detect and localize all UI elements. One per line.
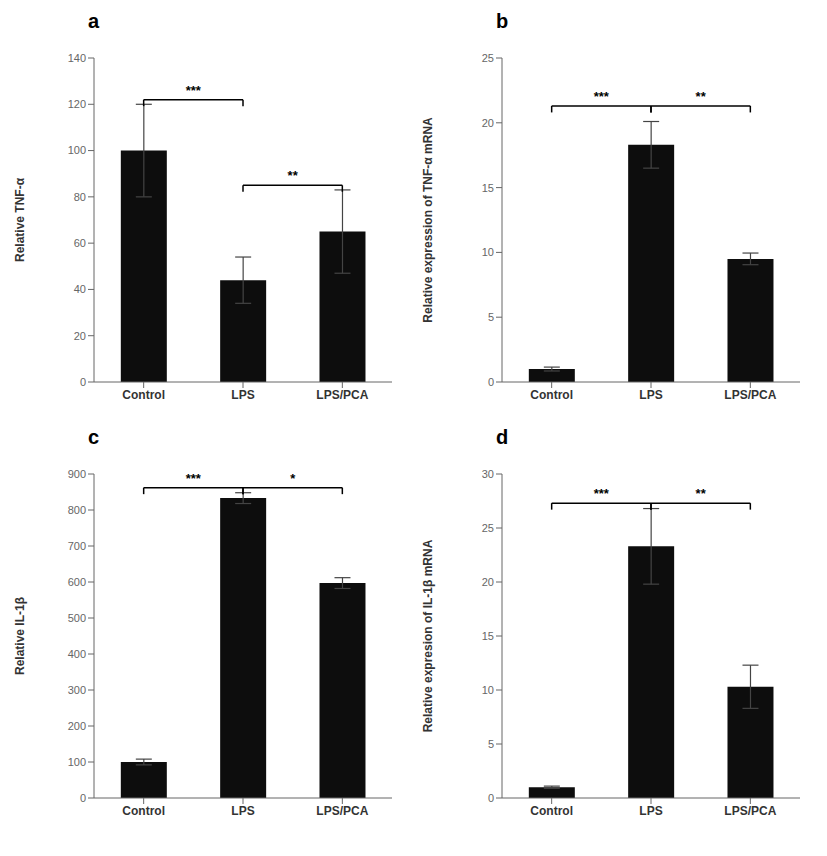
html-text:c: c — [88, 426, 100, 448]
svg-text:500: 500 — [68, 612, 86, 624]
svg-text:30: 30 — [482, 468, 494, 480]
svg-text:140: 140 — [68, 52, 86, 64]
svg-text:100: 100 — [68, 144, 86, 156]
svg-text:100: 100 — [68, 756, 86, 768]
svg-text:10: 10 — [482, 246, 494, 258]
svg-text:LPS: LPS — [639, 804, 662, 818]
svg-text:25: 25 — [482, 52, 494, 64]
svg-text:LPS: LPS — [639, 388, 662, 402]
svg-text:*: * — [290, 471, 296, 486]
svg-text:40: 40 — [74, 283, 86, 295]
svg-text:10: 10 — [482, 684, 494, 696]
svg-text:LPS/PCA: LPS/PCA — [316, 388, 368, 402]
svg-text:20: 20 — [74, 330, 86, 342]
svg-text:0: 0 — [488, 376, 494, 388]
svg-text:60: 60 — [74, 237, 86, 249]
svg-text:Relative expresion of IL-1β mR: Relative expresion of IL-1β mRNA — [421, 539, 435, 732]
svg-text:5: 5 — [488, 311, 494, 323]
svg-text:20: 20 — [482, 576, 494, 588]
svg-text:700: 700 — [68, 540, 86, 552]
svg-text:5: 5 — [488, 738, 494, 750]
html-text:b: b — [496, 10, 509, 32]
svg-text:120: 120 — [68, 98, 86, 110]
svg-text:***: *** — [594, 89, 610, 104]
svg-text:0: 0 — [80, 792, 86, 804]
svg-text:80: 80 — [74, 191, 86, 203]
svg-text:***: *** — [594, 486, 610, 501]
svg-text:20: 20 — [482, 117, 494, 129]
svg-text:***: *** — [186, 83, 202, 98]
svg-text:Control: Control — [530, 388, 573, 402]
svg-text:800: 800 — [68, 504, 86, 516]
svg-text:15: 15 — [482, 630, 494, 642]
svg-text:Control: Control — [122, 388, 165, 402]
svg-text:LPS/PCA: LPS/PCA — [724, 388, 776, 402]
svg-text:Control: Control — [530, 804, 573, 818]
svg-text:LPS: LPS — [231, 804, 254, 818]
svg-text:600: 600 — [68, 576, 86, 588]
svg-text:0: 0 — [80, 376, 86, 388]
svg-text:Relative TNF-α: Relative TNF-α — [13, 177, 27, 262]
svg-text:Relative expression of TNF-α m: Relative expression of TNF-α mRNA — [421, 117, 435, 323]
svg-text:**: ** — [696, 486, 707, 501]
svg-text:400: 400 — [68, 648, 86, 660]
html-text:a: a — [88, 10, 100, 32]
svg-text:***: *** — [186, 471, 202, 486]
svg-text:900: 900 — [68, 468, 86, 480]
svg-text:**: ** — [696, 89, 707, 104]
svg-text:LPS: LPS — [231, 388, 254, 402]
svg-text:200: 200 — [68, 720, 86, 732]
svg-text:15: 15 — [482, 182, 494, 194]
svg-text:Relative IL-1β: Relative IL-1β — [13, 597, 27, 675]
svg-text:25: 25 — [482, 522, 494, 534]
svg-text:300: 300 — [68, 684, 86, 696]
svg-text:LPS/PCA: LPS/PCA — [724, 804, 776, 818]
svg-text:LPS/PCA: LPS/PCA — [316, 804, 368, 818]
svg-text:**: ** — [288, 168, 299, 183]
html-text:d: d — [496, 426, 509, 448]
svg-text:0: 0 — [488, 792, 494, 804]
svg-text:Control: Control — [122, 804, 165, 818]
